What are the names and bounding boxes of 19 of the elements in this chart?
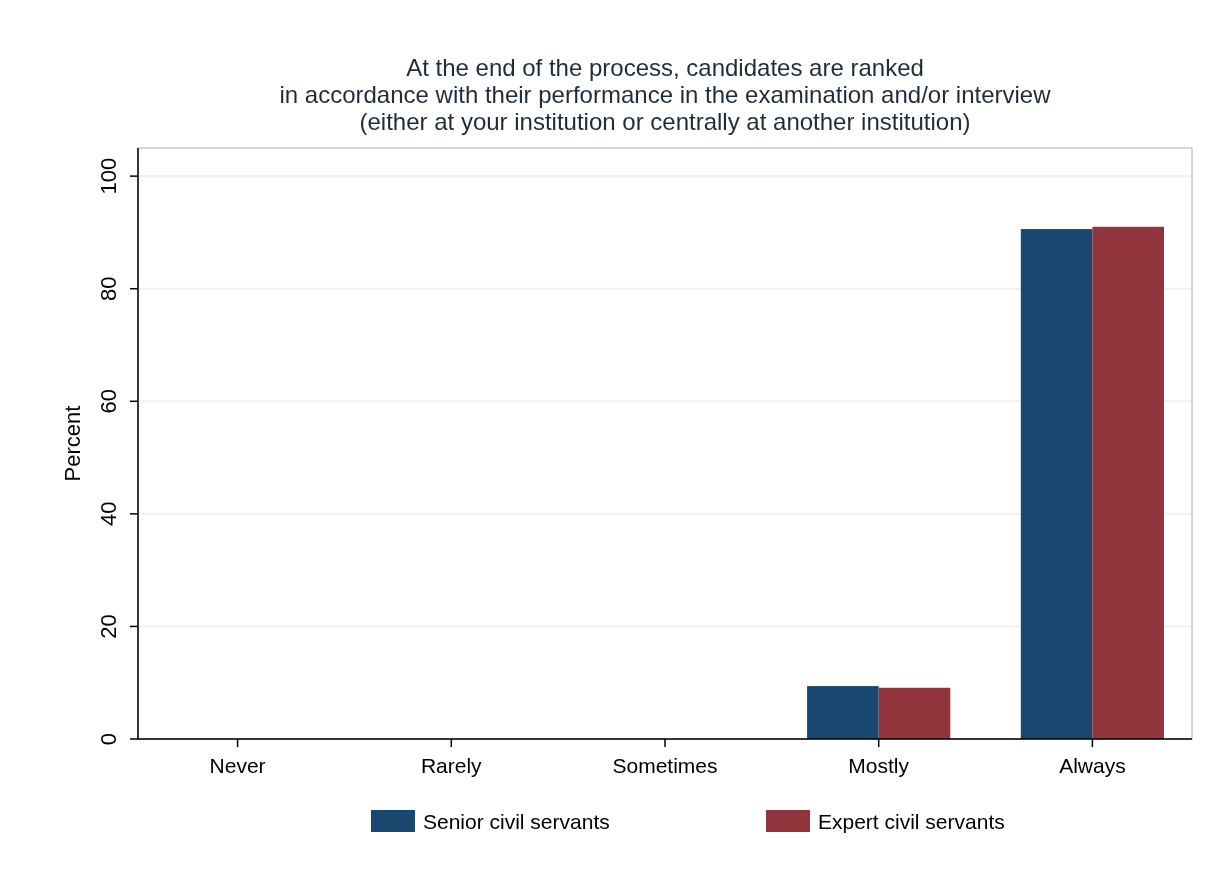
y-tick-label: 80 [96,276,121,301]
bar [1092,226,1164,739]
chart-title: At the end of the process, candidates are ranked in accordance with their performance in the examination and/or interview (either at your institution or centrally at another institution) [279,54,1052,135]
bar [1020,229,1093,739]
y-tick-label: 100 [96,157,121,195]
y-tick-label: 0 [96,732,121,746]
x-tick-label: Sometimes [612,754,718,777]
x-tick-label: Mostly [848,754,910,777]
x-tick-label: Rarely [420,754,483,777]
x-tick-label: Always [1059,754,1126,777]
y-tick-label: 20 [96,614,121,639]
x-tick-label: Never [209,754,266,777]
y-axis-title: Percent [60,405,85,482]
y-tick-label: 40 [96,501,121,527]
bar [807,686,879,739]
legend-label: Expert civil servants [818,810,1005,833]
legend-label: Senior civil servants [423,810,610,833]
bar [878,687,951,739]
y-tick-label: 60 [96,389,121,414]
